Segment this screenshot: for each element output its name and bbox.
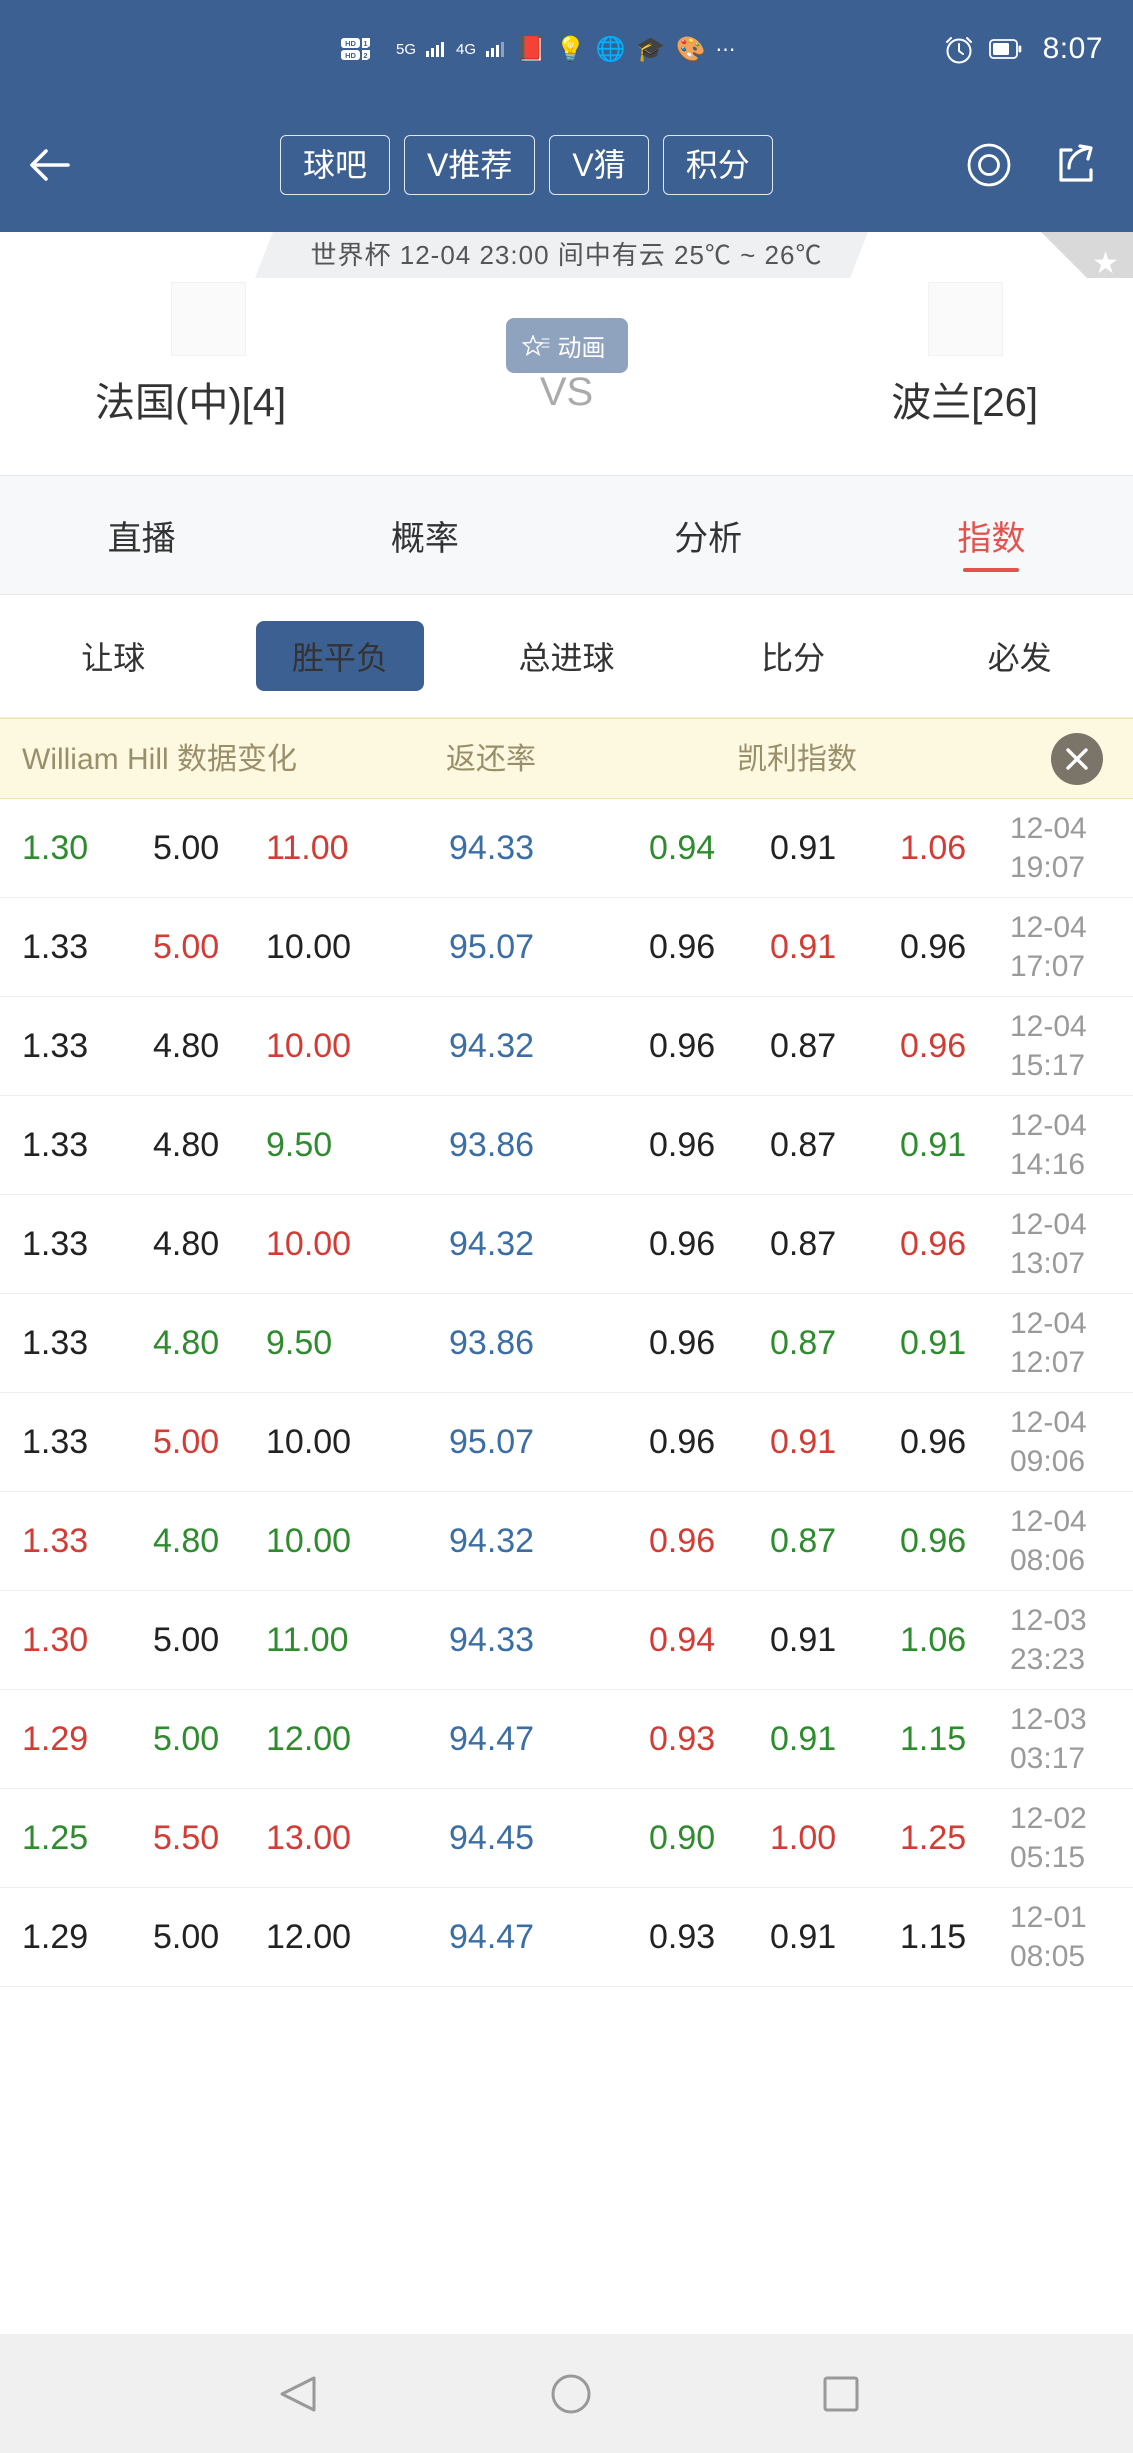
svg-text:HD: HD <box>345 51 356 60</box>
svg-text:2: 2 <box>363 51 367 60</box>
svg-text:1: 1 <box>363 39 367 48</box>
svg-text:HD: HD <box>345 39 356 48</box>
